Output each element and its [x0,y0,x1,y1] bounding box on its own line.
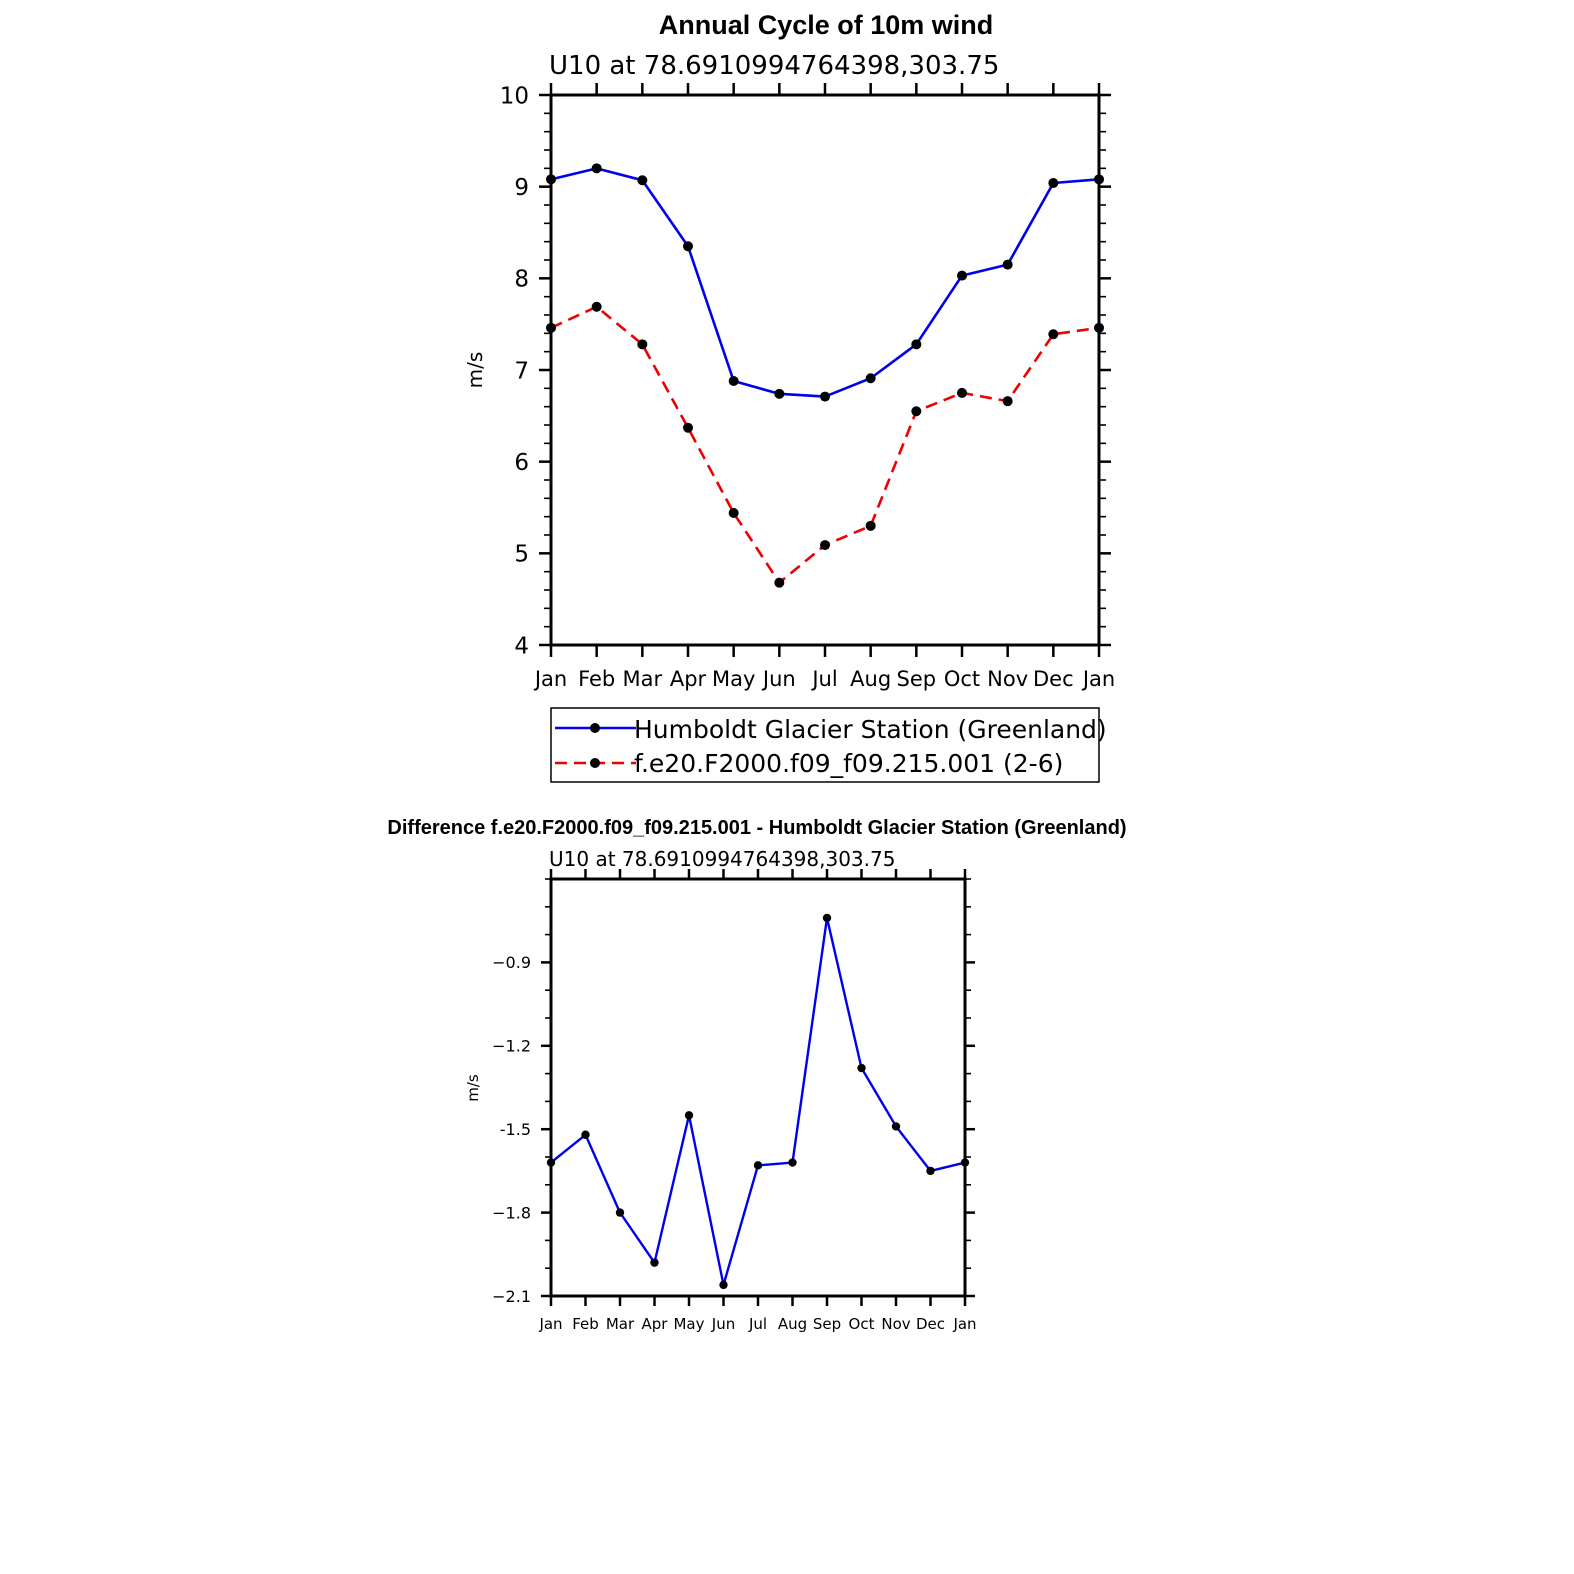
top-y-tick-label: 9 [514,175,529,201]
top-y-tick-label: 10 [500,83,529,109]
bottom-y-tick-label: -1.5 [500,1120,531,1139]
top-series-1-point [774,577,785,588]
top-series-0-point [820,391,830,402]
top-chart-title: Annual Cycle of 10m wind [659,10,994,40]
bottom-y-tick-label: −0.9 [492,953,531,972]
bottom-chart-marks [546,913,970,1290]
top-series-1-point [1002,396,1013,407]
top-y-tick-label: 4 [514,633,529,659]
bottom-x-tick-label: Dec [916,1315,945,1333]
top-series-1-point [728,508,739,518]
bottom-series-0-point [650,1258,659,1267]
top-series-1-point [911,406,922,417]
top-x-tick-label: Mar [623,667,663,691]
top-y-tick-label: 7 [514,358,529,384]
bottom-series-0-point [788,1158,797,1167]
bottom-y-axis-label: m/s [464,1074,482,1102]
bottom-chart-axes: Jan Feb Mar Apr May Jun Jul Aug Sep Oct Nov Dec Jan−… [492,869,977,1333]
bottom-x-tick-label: Apr [642,1315,669,1333]
top-series-0-point [683,241,693,252]
top-series-0-point [546,174,556,185]
legend-box [550,707,1100,783]
top-series-0-point [957,270,967,281]
bottom-series-0-point [926,1166,935,1176]
top-series-1-point [591,301,602,312]
bottom-y-tick-label: −1.2 [492,1037,531,1056]
top-x-tick-label: Nov [987,667,1028,691]
top-series-0-point [1002,259,1013,270]
top-x-tick-label: Oct [944,667,980,691]
legend-marker-humboldt [590,723,600,733]
top-series-1-point [546,322,556,333]
top-x-tick-label: Apr [670,667,707,691]
bottom-x-tick-label: Jun [711,1315,735,1333]
top-x-tick-label: Sep [897,667,937,691]
top-series-0-point [911,339,922,350]
annual-cycle-chart: Annual Cycle of 10m wind U10 at 78.69109… [463,10,1115,783]
bottom-x-tick-label: Jan [538,1315,562,1333]
top-series-1-point [820,540,830,551]
top-series-0-point [1048,178,1059,188]
top-chart-legend: Humboldt Glacier Station (Greenland) f.e… [550,707,1107,783]
bottom-y-tick-label: −1.8 [492,1203,531,1222]
top-x-tick-label: Jan [1081,667,1115,691]
bottom-series-0-point [581,1130,590,1139]
bottom-chart-title: Difference f.e20.F2000.f09_f09.215.001 -… [387,817,1126,839]
bottom-series-0-point [891,1122,901,1131]
top-series-0-point [865,373,876,384]
bottom-y-tick-label: −2.1 [492,1287,531,1306]
legend-label-model: f.e20.F2000.f09_f09.215.001 (2-6) [634,749,1063,778]
top-series-0-point [637,175,648,186]
bottom-series-0-point [857,1063,866,1073]
top-series-0-point [1094,174,1104,185]
legend-marker-model [590,758,600,768]
bottom-chart-subtitle: U10 at 78.6910994764398,303.75 [549,847,895,871]
bottom-x-tick-label: Sep [813,1315,841,1333]
top-x-tick-label: Jan [533,667,567,691]
bottom-x-tick-label: Jul [748,1315,767,1333]
top-x-tick-label: Jun [761,667,796,691]
bottom-x-tick-label: Oct [849,1315,875,1333]
bottom-x-tick-label: May [673,1315,704,1333]
bottom-x-tick-label: Nov [881,1315,910,1333]
top-series-1-point [957,387,967,398]
legend-label-humboldt: Humboldt Glacier Station (Greenland) [634,715,1107,744]
bottom-series-0-point [822,913,832,923]
top-series-1-point [637,339,648,350]
top-series-0-point [774,388,785,399]
top-series-1-point [683,422,693,433]
top-series-1-point [1094,322,1104,333]
bottom-plot-frame [549,877,967,1298]
top-series-0-point [728,376,739,386]
bottom-x-tick-label: Mar [606,1315,635,1333]
top-x-tick-label: Jul [810,667,837,691]
bottom-x-tick-label: Feb [572,1315,599,1333]
top-x-tick-label: Aug [850,667,891,691]
bottom-x-tick-label: Aug [778,1315,807,1333]
top-chart-axes: Jan Feb Mar Apr May Jun Jul Aug Sep Oct Nov Dec Jan4… [500,83,1115,691]
top-y-tick-label: 6 [514,450,529,476]
top-series-line-0 [550,167,1100,398]
bottom-series-0-point [960,1158,970,1167]
top-series-1-point [865,520,876,531]
bottom-series-line-0 [550,916,966,1287]
bottom-series-0-point [753,1161,763,1170]
difference-chart: Difference f.e20.F2000.f09_f09.215.001 -… [387,817,1126,1333]
bottom-x-tick-label: Jan [952,1315,976,1333]
top-x-tick-label: Feb [578,667,615,691]
top-chart-subtitle: U10 at 78.6910994764398,303.75 [549,51,999,81]
bottom-series-0-point [615,1208,625,1217]
top-y-tick-label: 5 [514,542,529,568]
bottom-series-0-point [684,1111,694,1120]
top-series-0-point [591,163,602,174]
bottom-series-0-point [546,1158,556,1167]
top-y-tick-label: 8 [514,267,529,293]
top-chart-marks [546,163,1104,588]
top-y-axis-label: m/s [463,352,487,389]
top-series-1-point [1048,329,1059,340]
top-x-tick-label: Dec [1033,667,1074,691]
top-x-tick-label: May [712,667,755,691]
bottom-series-0-point [719,1280,728,1290]
